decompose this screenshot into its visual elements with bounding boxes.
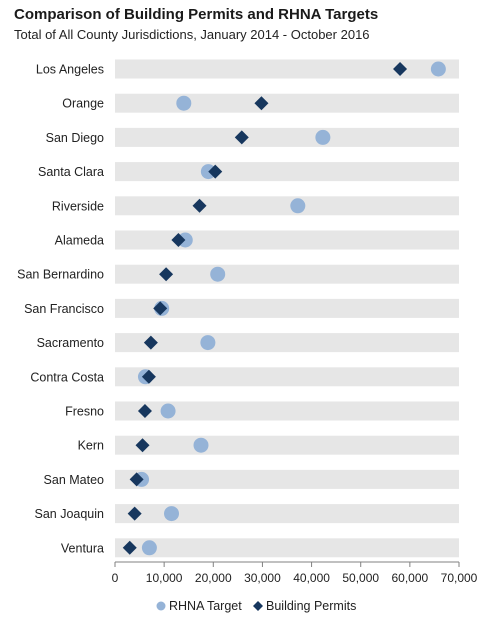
x-tick-label: 20,000 [195, 571, 232, 585]
category-label-los-angeles: Los Angeles [36, 63, 104, 77]
band-santa-clara [115, 162, 459, 182]
rhna-target-point-ventura [141, 540, 157, 556]
chart-subtitle: Total of All County Jurisdictions, Janua… [14, 27, 370, 42]
band-san-joaquin [115, 504, 459, 524]
category-label-san-diego: San Diego [46, 131, 104, 145]
building-permits-point-san-joaquin [127, 506, 142, 521]
band-ventura [115, 538, 459, 558]
building-permits-point-santa-clara [208, 164, 223, 179]
rhna-target-point-kern [193, 437, 209, 453]
category-label-san-francisco: San Francisco [24, 302, 104, 316]
category-label-alameda: Alameda [55, 234, 104, 248]
band-contra-costa [115, 367, 459, 387]
band-san-mateo [115, 469, 459, 489]
legend-rhna-marker [156, 601, 166, 611]
category-label-san-joaquin: San Joaquin [34, 507, 104, 521]
band-orange [115, 93, 459, 113]
building-permits-point-kern [135, 438, 150, 453]
building-permits-point-orange [254, 96, 269, 111]
x-tick-label: 60,000 [392, 571, 429, 585]
x-tick-label: 70,000 [441, 571, 478, 585]
rhna-target-point-fresno [160, 403, 176, 419]
building-permits-point-fresno [137, 404, 152, 418]
building-permits-point-san-bernardino [159, 267, 174, 282]
rhna-target-point-orange [176, 95, 192, 111]
category-label-kern: Kern [78, 439, 104, 453]
x-tick-label: 30,000 [244, 571, 281, 585]
building-permits-point-ventura [122, 540, 137, 555]
legend-rhna-label: RHNA Target [169, 599, 242, 613]
legend-permits-marker [253, 601, 263, 611]
category-label-san-mateo: San Mateo [44, 473, 105, 487]
rhna-target-point-los-angeles [430, 61, 446, 77]
rhna-target-point-san-joaquin [164, 506, 180, 522]
band-los-angeles [115, 59, 459, 79]
x-tick-label: 0 [112, 571, 119, 585]
x-tick-label: 40,000 [293, 571, 330, 585]
band-sacramento [115, 333, 459, 353]
chart-title: Comparison of Building Permits and RHNA … [14, 6, 379, 23]
category-label-contra-costa: Contra Costa [30, 370, 104, 384]
legend-permits-label: Building Permits [266, 599, 356, 613]
category-label-sacramento: Sacramento [37, 336, 104, 350]
rhna-target-point-san-bernardino [210, 266, 226, 282]
category-label-ventura: Ventura [61, 541, 104, 555]
category-label-san-bernardino: San Bernardino [17, 268, 104, 282]
band-san-francisco [115, 298, 459, 318]
band-fresno [115, 401, 459, 421]
x-tick-label: 50,000 [342, 571, 379, 585]
building-permits-point-los-angeles [393, 62, 408, 76]
band-san-bernardino [115, 264, 459, 284]
category-label-riverside: Riverside [52, 199, 104, 213]
rhna-target-point-san-diego [315, 129, 331, 145]
building-permits-point-alameda [171, 233, 186, 247]
building-permits-point-san-diego [234, 130, 249, 145]
category-label-fresno: Fresno [65, 405, 104, 419]
band-alameda [115, 230, 459, 250]
band-riverside [115, 196, 459, 216]
band-san-diego [115, 127, 459, 147]
building-permits-point-san-francisco [153, 301, 168, 316]
building-permits-point-sacramento [143, 335, 158, 350]
rhna-target-point-sacramento [200, 335, 216, 351]
rhna-target-point-riverside [290, 198, 306, 214]
building-permits-point-contra-costa [141, 369, 156, 384]
category-label-santa-clara: Santa Clara [38, 165, 104, 179]
category-label-orange: Orange [62, 97, 104, 111]
x-tick-label: 10,000 [146, 571, 183, 585]
band-kern [115, 435, 459, 455]
building-permits-point-san-mateo [129, 472, 144, 487]
building-permits-point-riverside [192, 198, 207, 213]
